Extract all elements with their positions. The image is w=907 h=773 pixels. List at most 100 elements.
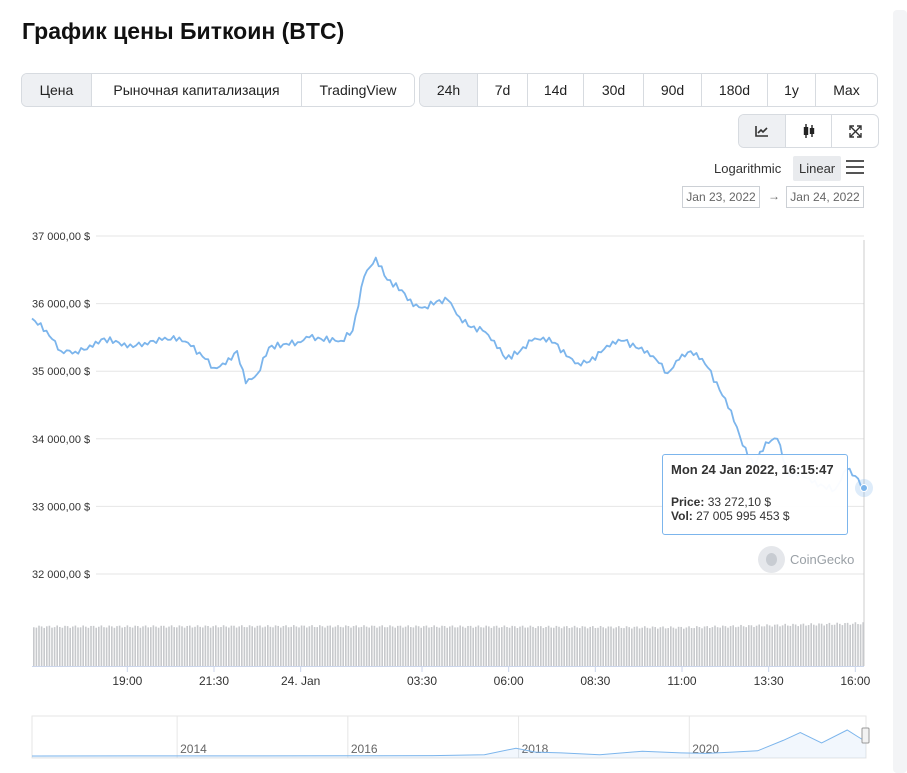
range-tab-1y[interactable]: 1y [768, 74, 816, 106]
volume-bar [381, 625, 383, 666]
volume-bar [800, 624, 802, 666]
volume-bar [810, 623, 812, 666]
volume-bar [402, 627, 404, 666]
volume-bar [532, 626, 534, 666]
volume-bar [514, 626, 516, 666]
fullscreen-icon [848, 124, 862, 138]
scale-linear[interactable]: Linear [793, 156, 842, 181]
volume-bar [568, 628, 571, 666]
volume-bar [74, 625, 77, 666]
scale-logarithmic[interactable]: Logarithmic [714, 161, 782, 176]
range-tab-30d[interactable]: 30d [584, 74, 644, 106]
volume-bar [339, 626, 342, 666]
tab-цена[interactable]: Цена [22, 74, 92, 106]
volume-bar [503, 625, 506, 666]
volume-bar [397, 625, 399, 666]
volume-bar [358, 627, 360, 666]
volume-bar [857, 624, 859, 666]
volume-bar [293, 625, 295, 666]
volume-bar [576, 627, 578, 666]
date-to-input[interactable]: Jan 24, 2022 [786, 186, 864, 208]
volume-bar [506, 627, 508, 666]
volume-bar [849, 624, 851, 666]
volume-bar [766, 624, 768, 666]
volume-bar [683, 628, 685, 666]
volume-bar [303, 625, 305, 666]
volume-bar [508, 627, 511, 666]
volume-bar [139, 627, 142, 666]
volume-bar [316, 627, 318, 666]
volume-bar [763, 626, 766, 666]
x-tick-label: 11:00 [667, 674, 696, 688]
page-scrollbar[interactable] [893, 10, 907, 773]
volume-bar [92, 625, 95, 666]
volume-bar [659, 627, 662, 666]
volume-bar [592, 626, 594, 666]
volume-bar [285, 625, 287, 666]
range-tab-180d[interactable]: 180d [702, 74, 768, 106]
range-tab-90d[interactable]: 90d [644, 74, 702, 106]
volume-bar [714, 625, 716, 666]
volume-bar [319, 625, 321, 666]
volume-bar [493, 626, 495, 666]
volume-bar [846, 622, 849, 666]
volume-bar [321, 626, 324, 666]
range-tab-24h[interactable]: 24h [420, 74, 478, 106]
volume-bar [467, 625, 469, 666]
volume-bar [789, 625, 792, 666]
range-tab-max[interactable]: Max [816, 74, 877, 106]
volume-bar [144, 625, 147, 666]
volume-bar [774, 624, 776, 666]
volume-bar [430, 627, 433, 666]
volume-bar [79, 627, 82, 666]
tooltip-time: Mon 24 Jan 2022, 16:15:47 [671, 462, 834, 477]
volume-bar [529, 625, 532, 666]
volume-bar [612, 628, 615, 666]
volume-bar [761, 626, 763, 666]
volume-bar [706, 626, 708, 666]
volume-bar [498, 627, 500, 666]
volume-bar [654, 627, 656, 666]
tab-tradingview[interactable]: TradingView [302, 74, 414, 106]
navigator-handle [861, 727, 870, 744]
range-tab-7d[interactable]: 7d [478, 74, 528, 106]
volume-bar [191, 627, 194, 666]
volume-bar [480, 627, 482, 666]
volume-bar [758, 624, 760, 666]
volume-bar [675, 628, 677, 666]
volume-bar [235, 627, 238, 666]
navigator-tick-label: 2016 [351, 742, 378, 756]
volume-bar [394, 627, 396, 666]
volume-bar [649, 628, 651, 666]
volume-bar [820, 623, 823, 666]
range-tab-14d[interactable]: 14d [528, 74, 584, 106]
line-chart-button[interactable] [739, 115, 786, 147]
x-tick-label: 16:00 [840, 674, 870, 688]
hamburger-menu-icon[interactable] [846, 160, 864, 176]
volume-bar [150, 627, 152, 666]
volume-bar [259, 625, 261, 666]
volume-bar [631, 628, 633, 666]
volume-bar [633, 626, 636, 666]
volume-bar [625, 626, 628, 666]
fullscreen-button[interactable] [832, 115, 878, 147]
date-from-input[interactable]: Jan 23, 2022 [682, 186, 760, 208]
volume-bar [207, 626, 209, 666]
volume-bar [178, 625, 181, 666]
volume-bar [833, 624, 836, 666]
volume-bar [85, 626, 87, 666]
volume-bar [802, 623, 805, 666]
tab-рыночная-капитализация[interactable]: Рыночная капитализация [92, 74, 302, 106]
x-tick-label: 06:00 [494, 674, 524, 688]
volume-bar [131, 627, 134, 666]
coingecko-credit[interactable]: CoinGecko [758, 546, 854, 573]
volume-bar [269, 626, 272, 666]
volume-bar [306, 627, 308, 666]
volume-bar [459, 625, 461, 666]
candlestick-button[interactable] [786, 115, 833, 147]
volume-bar [545, 626, 547, 666]
volume-bar [722, 625, 724, 666]
volume-bar [779, 626, 781, 666]
volume-bar [602, 627, 604, 666]
